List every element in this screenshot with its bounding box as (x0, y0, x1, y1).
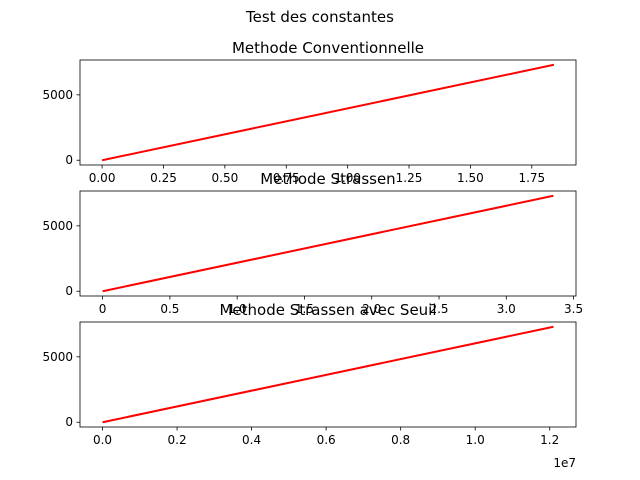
series-line (102, 325, 554, 424)
x-tick-label: 0.2 (168, 433, 187, 447)
x-tick-label: 0.25 (150, 171, 177, 185)
y-tick-label: 0 (65, 153, 73, 167)
x-tick-label: 1.0 (228, 302, 247, 316)
x-tick-label: 0.5 (160, 302, 179, 316)
subplot-title: Methode Conventionnelle (232, 39, 424, 57)
axes-frame (79, 59, 577, 166)
x-tick-label: 0.4 (242, 433, 261, 447)
x-tick-label: 3.5 (564, 302, 583, 316)
subplot-1: 0.00 0.25 0.50 0.75 1.00 1.25 1.50 1.75 0 5000 Met… (42, 39, 577, 185)
subplot-3: 0.0 0.2 0.4 0.6 0.8 1.0 1.2 0 5000 Methode Strass… (42, 301, 577, 470)
x-tick-label: 0 (99, 302, 107, 316)
x-tick-label: 2.5 (429, 302, 448, 316)
x-tick-label: 0.6 (317, 433, 336, 447)
axes-frame (79, 321, 577, 428)
x-tick-label: 1.5 (295, 302, 314, 316)
x-tick-label: 1.75 (518, 171, 545, 185)
y-tick-label: 5000 (42, 88, 73, 102)
subplot-title: Methode Strassen (260, 170, 395, 188)
series-line (102, 194, 554, 293)
subplot-2: 0 0.5 1.0 1.5 2.0 2.5 3.0 3.5 0 5000 Methode Stras… (42, 170, 583, 316)
figure-suptitle: Test des constantes (246, 8, 394, 26)
subplot-title: Methode Strassen avec Seuil (219, 301, 436, 319)
x-tick-label: 0.50 (212, 171, 239, 185)
x-tick-label: 1.0 (466, 433, 485, 447)
x-offset-label: 1e7 (553, 456, 576, 470)
y-tick-label: 0 (65, 284, 73, 298)
x-tick-label: 3.0 (497, 302, 516, 316)
x-tick-label: 0.8 (391, 433, 410, 447)
x-tick-label: 1.50 (457, 171, 484, 185)
axes-frame (79, 190, 577, 297)
y-tick-label: 5000 (42, 219, 73, 233)
y-tick-label: 0 (65, 415, 73, 429)
x-tick-label: 2.0 (362, 302, 381, 316)
x-tick-label: 1.25 (396, 171, 423, 185)
x-tick-label: 1.00 (334, 171, 361, 185)
y-tick-label: 5000 (42, 350, 73, 364)
x-tick-label: 0.0 (93, 433, 112, 447)
x-tick-label: 1.2 (540, 433, 559, 447)
series-line (101, 63, 555, 162)
x-tick-label: 0.00 (89, 171, 116, 185)
x-tick-label: 0.75 (273, 171, 300, 185)
